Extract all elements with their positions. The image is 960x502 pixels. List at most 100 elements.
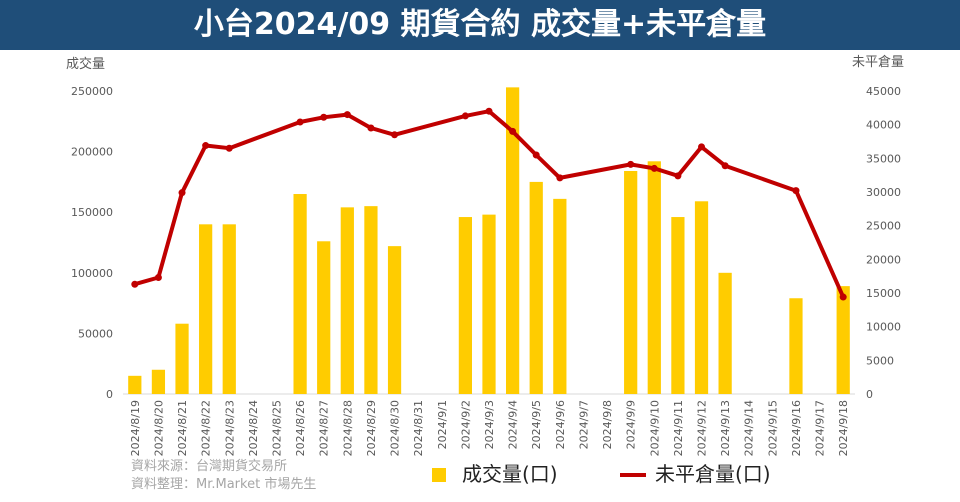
volume-bar	[222, 224, 236, 394]
x-axis-tick-label: 2024/8/31	[412, 400, 425, 456]
open-interest-point	[343, 111, 351, 119]
x-axis-tick-label: 2024/8/28	[341, 400, 354, 456]
open-interest-point	[556, 174, 564, 182]
volume-bar	[694, 201, 709, 394]
volume-bar	[789, 298, 803, 394]
open-interest-point	[721, 162, 729, 170]
right-axis-tick-label: 0	[866, 388, 873, 401]
volume-bar	[458, 217, 472, 394]
right-axis-title: 未平倉量	[852, 55, 904, 70]
open-interest-point	[320, 113, 328, 121]
open-interest-point	[674, 172, 682, 180]
legend: 成交量(口) 未平倉量(口)	[432, 462, 771, 486]
x-axis-tick-label: 2024/9/16	[790, 400, 803, 456]
source-note-line: 資料整理：Mr.Market 市場先生	[131, 476, 316, 492]
x-axis-tick-label: 2024/9/15	[766, 400, 779, 456]
x-axis-tick-label: 2024/8/24	[247, 400, 260, 456]
open-interest-point	[202, 142, 210, 150]
x-axis-tick-label: 2024/9/10	[648, 400, 661, 456]
x-axis-tick-label: 2024/9/9	[625, 400, 638, 449]
legend-swatch-volume	[432, 468, 446, 482]
volume-bar	[293, 194, 307, 394]
right-axis-tick-label: 5000	[866, 354, 894, 367]
x-axis-tick-label: 2024/9/4	[507, 400, 520, 449]
open-interest-point	[650, 164, 658, 172]
open-interest-point	[792, 187, 800, 195]
volume-bar	[340, 207, 354, 394]
volume-bar	[199, 224, 213, 394]
legend-label-volume: 成交量(口)	[462, 462, 558, 486]
volume-bar	[364, 206, 378, 394]
x-axis-tick-label: 2024/9/5	[530, 400, 543, 449]
legend-label-open-interest: 未平倉量(口)	[655, 462, 771, 486]
x-axis-tick-label: 2024/9/3	[483, 400, 496, 449]
x-axis-tick-label: 2024/9/8	[601, 400, 614, 449]
volume-bars	[128, 87, 850, 394]
volume-bar	[482, 214, 496, 394]
x-axis-tick-label: 2024/8/21	[176, 400, 189, 456]
x-axis-tick-label: 2024/9/1	[436, 400, 449, 449]
volume-bar	[718, 272, 732, 394]
volume-bar	[836, 286, 850, 394]
volume-bar	[529, 181, 543, 394]
volume-bar	[128, 375, 142, 394]
x-axis-tick-label: 2024/8/19	[129, 400, 142, 456]
open-interest-point	[367, 124, 375, 132]
volume-bar	[553, 198, 567, 394]
axes: 0 50000 100000 150000 200000 250000 0 5000 10000…	[66, 55, 904, 456]
x-axis-tick-label: 2024/8/27	[318, 400, 331, 456]
x-axis-tick-label: 2024/9/12	[696, 400, 709, 456]
open-interest-point	[391, 131, 399, 139]
x-axis-tick-label: 2024/9/13	[719, 400, 732, 456]
open-interest-polyline	[134, 109, 846, 298]
right-axis-tick-label: 15000	[866, 287, 901, 300]
open-interest-point	[131, 280, 139, 288]
left-axis-tick-label: 0	[106, 388, 113, 401]
x-axis-tick-label: 2024/8/23	[223, 400, 236, 456]
open-interest-point	[296, 118, 304, 126]
open-interest-point	[154, 274, 162, 282]
open-interest-point	[485, 107, 493, 115]
volume-bar	[671, 217, 685, 394]
right-axis-tick-label: 25000	[866, 220, 901, 233]
right-axis-tick-label: 35000	[866, 152, 901, 165]
x-axis-tick-label: 2024/9/11	[672, 400, 685, 456]
volume-bar	[317, 241, 331, 394]
x-axis-tick-label: 2024/9/6	[554, 400, 567, 449]
source-note-line: 資料來源：台灣期貨交易所	[131, 458, 287, 474]
volume-bar	[387, 246, 402, 394]
x-axis-tick-label: 2024/9/18	[837, 400, 850, 456]
x-axis-tick-label: 2024/9/14	[743, 400, 756, 456]
chart-title-banner: 小台2024/09 期貨合約 成交量+未平倉量	[0, 0, 960, 50]
x-axis-tick-label: 2024/8/22	[200, 400, 213, 456]
open-interest-point	[461, 112, 469, 120]
volume-bar	[624, 170, 638, 394]
x-axis-tick-label: 2024/9/2	[459, 400, 472, 449]
open-interest-point	[698, 143, 706, 151]
x-axis-tick-label: 2024/9/7	[577, 400, 590, 449]
open-interest-point	[532, 151, 540, 159]
left-axis-tick-label: 50000	[78, 327, 113, 340]
left-axis-tick-label: 100000	[71, 267, 113, 280]
x-axis-tick-label: 2024/8/26	[294, 400, 307, 456]
volume-bar	[151, 369, 166, 394]
volume-bar	[647, 161, 661, 394]
right-axis-tick-label: 10000	[866, 321, 901, 334]
x-axis-tick-label: 2024/8/29	[365, 400, 378, 456]
left-axis-tick-label: 200000	[71, 146, 113, 159]
right-axis-tick-label: 30000	[866, 186, 901, 199]
x-axis-tick-label: 2024/8/30	[389, 400, 402, 456]
left-axis-tick-label: 250000	[71, 85, 113, 98]
volume-bar	[506, 87, 520, 394]
x-axis-tick-label: 2024/8/25	[270, 400, 283, 456]
volume-bar	[175, 323, 189, 394]
left-axis-tick-label: 150000	[71, 206, 113, 219]
open-interest-point	[509, 127, 517, 135]
right-axis-tick-label: 40000	[866, 119, 901, 132]
open-interest-line	[131, 107, 847, 301]
open-interest-point	[225, 144, 233, 152]
x-axis-tick-label: 2024/8/20	[152, 400, 165, 456]
open-interest-point	[178, 189, 186, 197]
